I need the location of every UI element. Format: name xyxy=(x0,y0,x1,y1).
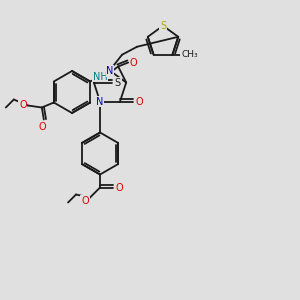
Text: N: N xyxy=(106,66,114,76)
Text: S: S xyxy=(115,77,121,88)
Text: O: O xyxy=(115,182,123,193)
Text: NH: NH xyxy=(93,71,108,82)
Text: O: O xyxy=(38,122,46,131)
Text: CH₃: CH₃ xyxy=(181,50,198,59)
Text: O: O xyxy=(135,97,143,106)
Text: O: O xyxy=(129,58,137,68)
Text: S: S xyxy=(160,21,166,31)
Text: N: N xyxy=(96,97,104,106)
Text: O: O xyxy=(81,196,89,206)
Text: O: O xyxy=(19,100,27,110)
